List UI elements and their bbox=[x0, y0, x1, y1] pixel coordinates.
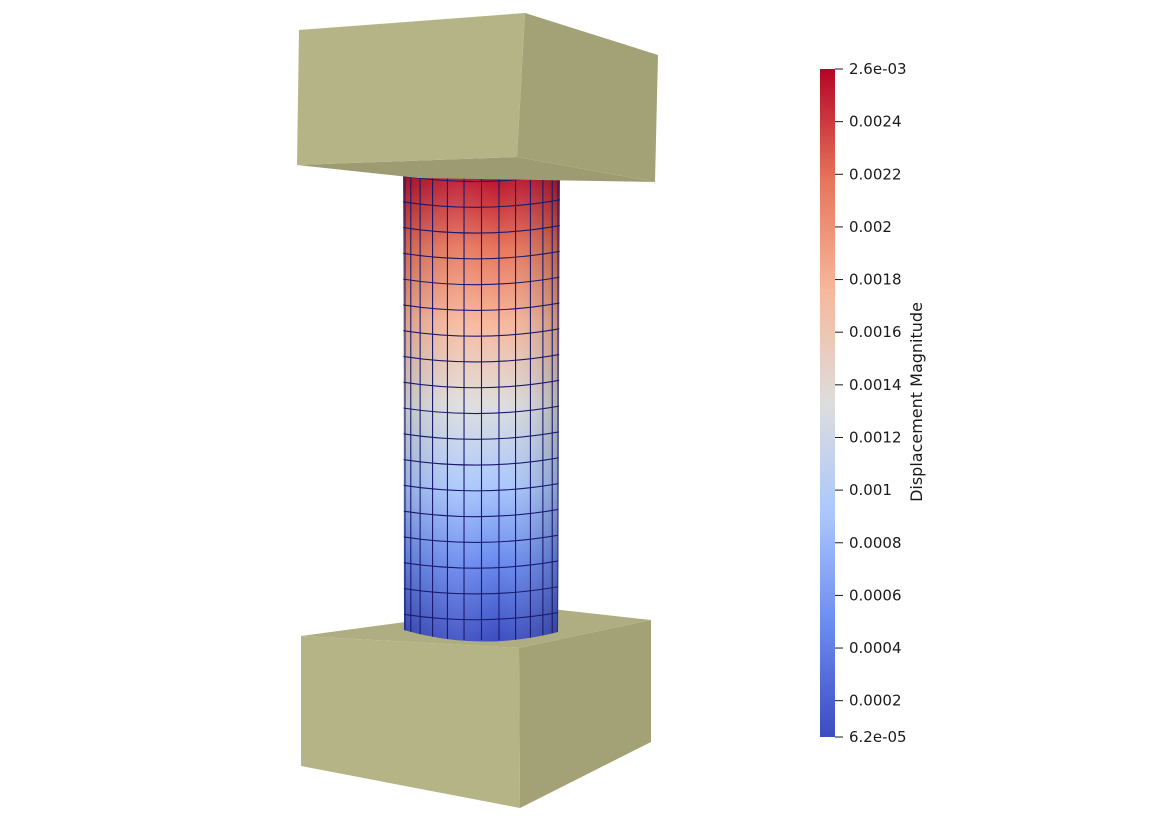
bottom-platen-front-face bbox=[301, 636, 520, 808]
scalar-bar-tick-label: 0.0018 bbox=[849, 271, 902, 289]
scalar-bar-tick-label: 0.002 bbox=[849, 218, 892, 236]
bottom-platen bbox=[301, 606, 651, 808]
scalar-bar-colorbar bbox=[820, 69, 835, 737]
scalar-bar-tick-label: 0.0004 bbox=[849, 639, 902, 657]
scalar-bar-tick-label: 2.6e-03 bbox=[849, 60, 907, 78]
scalar-bar-legend: 2.6e-03 0.0024 0.0022 0.002 0.0018 0.0016 0.00… bbox=[820, 60, 926, 746]
scalar-bar-ticks: 2.6e-03 0.0024 0.0022 0.002 0.0018 0.0016 0.00… bbox=[835, 60, 907, 746]
scalar-bar-title: Displacement Magnitude bbox=[907, 302, 926, 502]
scalar-bar-tick-label: 0.0008 bbox=[849, 534, 902, 552]
compressed-column bbox=[403, 167, 560, 642]
scalar-bar-tick-label: 0.0002 bbox=[849, 692, 902, 710]
scalar-bar-tick-label: 0.0024 bbox=[849, 113, 902, 131]
bottom-platen-side-face bbox=[519, 620, 651, 808]
scalar-bar-tick-label: 0.001 bbox=[849, 481, 892, 499]
scalar-bar-tick-label: 0.0022 bbox=[849, 165, 902, 183]
top-platen-side-face bbox=[517, 13, 658, 182]
top-platen bbox=[297, 13, 658, 182]
scalar-bar-tick-label: 0.0014 bbox=[849, 376, 902, 394]
scalar-bar-tick-label: 0.0006 bbox=[849, 586, 902, 604]
top-platen-bottom-face bbox=[297, 157, 655, 182]
scalar-bar-tick-label: 0.0016 bbox=[849, 323, 902, 341]
scalar-bar-tick-label: 6.2e-05 bbox=[849, 728, 907, 746]
column-mesh-grid bbox=[403, 168, 560, 642]
top-platen-front-face bbox=[297, 13, 525, 165]
scalar-bar-tick-label: 0.0012 bbox=[849, 428, 902, 446]
